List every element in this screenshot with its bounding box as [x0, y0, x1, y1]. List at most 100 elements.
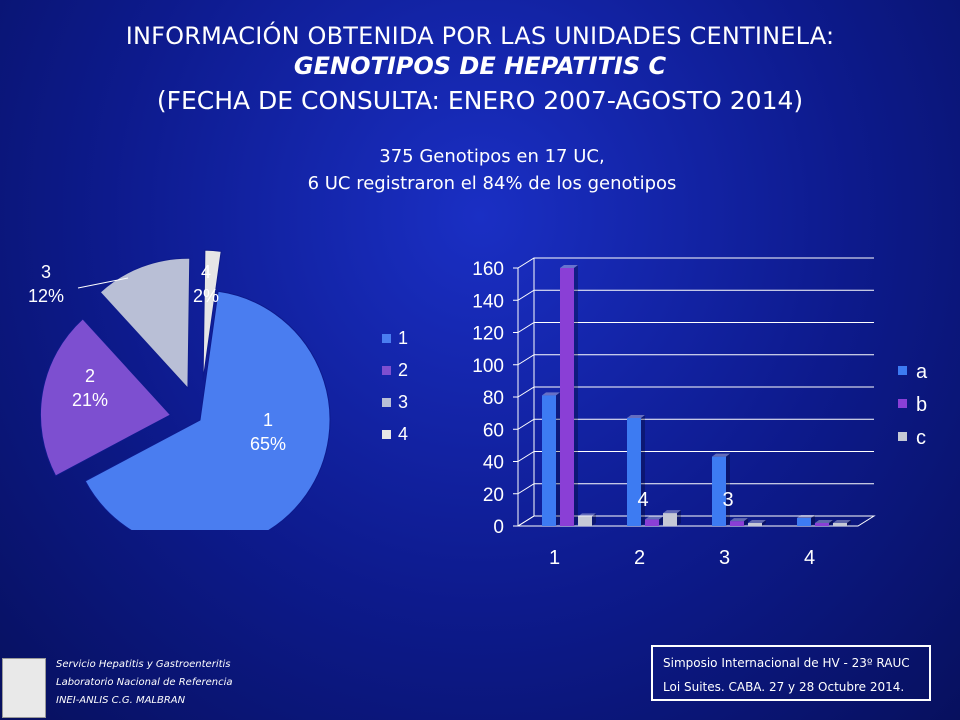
bar-top-c-2: [663, 510, 681, 514]
gridline-60: [517, 418, 874, 430]
slide-title-line-2: GENOTIPOS DE HEPATITIS C: [293, 52, 667, 80]
bar-legend-swatch-a: [898, 366, 907, 375]
pie-slice-3: [99, 257, 191, 390]
pie-label-1-name: 1: [263, 410, 273, 430]
x-tick-3: 3: [719, 547, 730, 569]
bar-legend-swatch-c: [898, 432, 907, 441]
pie-legend-swatch-1: [382, 334, 391, 343]
pie-label-3-pct: 12%: [28, 286, 64, 306]
y-tick-80: 80: [483, 388, 504, 409]
bar-c-1: [578, 516, 592, 526]
bar-top-b-3: [730, 518, 748, 522]
pie-label-4-name: 4: [201, 262, 211, 282]
y-tick-120: 120: [472, 324, 504, 345]
subtitle-line-1: 375 Genotipos en 17 UC,: [379, 146, 605, 167]
bar-a-2: [627, 417, 641, 526]
footer-credit-1: Servicio Hepatitis y Gastroenteritis: [56, 659, 231, 670]
event-info-box: Simposio Internacional de HV - 23º RAUC …: [651, 645, 931, 701]
x-tick-2: 2: [634, 547, 645, 569]
slide-title-line-1: INFORMACIÓN OBTENIDA POR LAS UNIDADES CE…: [125, 22, 835, 50]
bar-top-b-2: [645, 516, 663, 520]
bar-b-3: [730, 521, 744, 526]
bar-legend-label-c: c: [916, 427, 926, 449]
bar-side-b-3: [744, 518, 748, 526]
bar-legend-swatch-b: [898, 399, 907, 408]
pie-label-3-name: 3: [41, 262, 51, 282]
y-tick-160: 160: [472, 259, 504, 280]
bar-top-a-4: [797, 514, 815, 518]
pie-legend-label-4: 4: [398, 424, 408, 444]
bar-legend-label-b: b: [916, 394, 927, 416]
chart-floor: [516, 515, 876, 527]
gridline-160: [517, 257, 874, 269]
pie-slice-1: [84, 290, 331, 530]
pie-legend-swatch-4: [382, 430, 391, 439]
y-tick-100: 100: [472, 356, 504, 377]
pie-legend-swatch-3: [382, 398, 391, 407]
x-tick-4: 4: [804, 547, 815, 569]
bar-top-a-1: [542, 392, 560, 396]
bar-b-2: [645, 519, 659, 526]
bar-side-b-2: [659, 516, 663, 526]
pie-leader-3: [77, 277, 129, 289]
y-tick-20: 20: [483, 485, 504, 506]
bar-legend-label-a: a: [916, 361, 928, 383]
institution-logo: [2, 658, 46, 718]
y-tick-60: 60: [483, 420, 504, 441]
bar-side-c-4: [847, 520, 851, 526]
footer-credit-2: Laboratorio Nacional de Referencia: [56, 677, 233, 688]
data-label-3: 3: [722, 489, 733, 511]
bar-c-3: [748, 523, 762, 526]
bar-side-c-2: [677, 510, 681, 526]
bar-b-1: [560, 268, 574, 526]
bar-top-b-1: [560, 265, 578, 268]
bar-side-c-1: [592, 513, 596, 526]
gridline-100: [517, 354, 874, 366]
event-info-line-2: Loi Suites. CABA. 27 y 28 Octubre 2014.: [663, 680, 905, 694]
bar-top-b-4: [815, 520, 833, 523]
pie-legend-label-1: 1: [398, 328, 408, 348]
gridline-80: [517, 386, 874, 398]
bar-side-c-3: [762, 520, 766, 526]
bar-a-1: [542, 395, 556, 526]
gridline-140: [517, 289, 874, 301]
event-info-line-1: Simposio Internacional de HV - 23º RAUC: [663, 656, 910, 670]
bar-chart: 0 20 40 60 80 100 120 140 160 1 2 3 4 4 3 abc: [472, 257, 928, 569]
bar-side-b-1: [574, 265, 578, 526]
pie-label-4-pct: 2%: [193, 286, 219, 306]
pie-label-2-pct: 21%: [72, 390, 108, 410]
bar-side-a-1: [556, 392, 560, 526]
bar-top-a-2: [627, 414, 645, 418]
bar-b-4: [815, 523, 829, 526]
bar-side-a-4: [811, 514, 815, 526]
pie-chart: 1 65% 2 21% 3 12% 4 2% 1 2 3 4: [28, 249, 408, 530]
x-tick-1: 1: [549, 547, 560, 569]
gridline-20: [517, 483, 874, 495]
pie-legend-label-2: 2: [398, 360, 408, 380]
pie-slice-4: [202, 249, 222, 381]
pie-legend-swatch-2: [382, 366, 391, 375]
bar-top-c-1: [578, 513, 596, 517]
pie-label-1-pct: 65%: [250, 434, 286, 454]
gridline-120: [517, 322, 874, 333]
bar-top-c-4: [833, 520, 851, 523]
bar-side-a-3: [726, 453, 730, 526]
pie-legend-label-3: 3: [398, 392, 408, 412]
pie-label-2-name: 2: [85, 366, 95, 386]
y-tick-0: 0: [493, 517, 504, 538]
data-label-2: 4: [637, 489, 648, 511]
gridline-40: [517, 451, 874, 462]
bar-a-4: [797, 517, 811, 526]
bar-side-b-4: [829, 520, 833, 526]
pie-slice-2: [39, 318, 172, 477]
bar-c-2: [663, 513, 677, 526]
bar-top-c-3: [748, 520, 766, 523]
bar-a-3: [712, 456, 726, 526]
subtitle-line-2: 6 UC registraron el 84% de los genotipos: [307, 173, 677, 194]
bar-c-4: [833, 523, 847, 526]
bar-top-a-3: [712, 453, 730, 457]
slide-title-line-3: (FECHA DE CONSULTA: ENERO 2007-AGOSTO 20…: [156, 86, 804, 115]
y-tick-140: 140: [472, 291, 504, 312]
bar-side-a-2: [641, 414, 645, 526]
y-tick-40: 40: [483, 453, 504, 474]
